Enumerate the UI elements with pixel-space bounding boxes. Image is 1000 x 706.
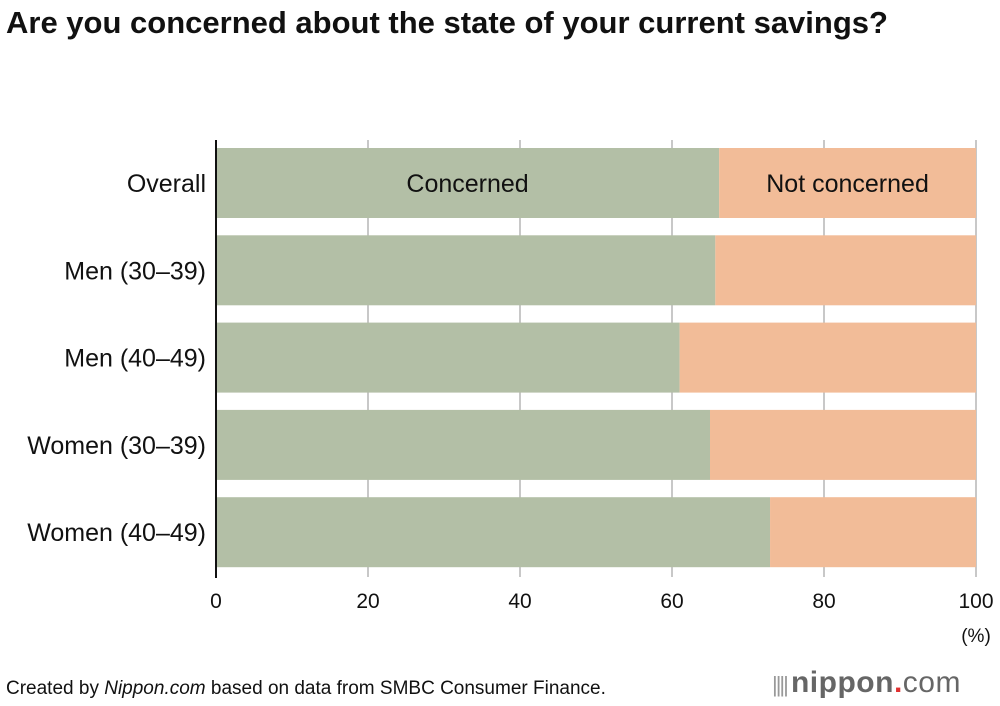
category-label: Overall: [127, 170, 206, 198]
category-label: Women (30–39): [27, 432, 206, 460]
source-site: Nippon.com: [104, 678, 206, 699]
series-label: Not concerned: [766, 170, 929, 198]
x-unit-label: (%): [961, 626, 991, 647]
x-tick-label: 0: [210, 590, 222, 613]
category-label: Men (30–39): [64, 257, 206, 285]
category-label: Men (40–49): [64, 345, 206, 373]
logo-tld: com: [902, 666, 961, 699]
x-tick-label: 60: [660, 590, 683, 613]
source-prefix: Created by: [6, 678, 105, 699]
nippon-logo: |||| nippon.com: [772, 666, 961, 699]
x-tick-label: 40: [508, 590, 531, 613]
source-note: Created by Nippon.com based on data from…: [6, 678, 606, 700]
bar-not-concerned: [710, 409, 976, 480]
bar-concerned: [216, 322, 680, 393]
bar-concerned: [216, 497, 771, 568]
bar-not-concerned: [770, 497, 976, 568]
logo-dot: .: [893, 666, 903, 699]
bar-concerned: [216, 409, 710, 480]
x-tick-label: 20: [356, 590, 379, 613]
bar-not-concerned: [715, 235, 976, 306]
x-tick-label: 100: [958, 590, 993, 613]
bar-not-concerned: [719, 148, 976, 218]
chart-title: Are you concerned about the state of you…: [6, 5, 888, 40]
bar-concerned: [216, 235, 716, 306]
bar-not-concerned: [679, 322, 976, 393]
bar-concerned: [216, 148, 720, 218]
category-label: Women (40–49): [27, 519, 206, 547]
logo-name: nippon: [790, 666, 894, 699]
x-tick-label: 80: [812, 590, 835, 613]
series-label: Concerned: [406, 170, 528, 198]
source-suffix: based on data from SMBC Consumer Finance…: [205, 678, 606, 699]
